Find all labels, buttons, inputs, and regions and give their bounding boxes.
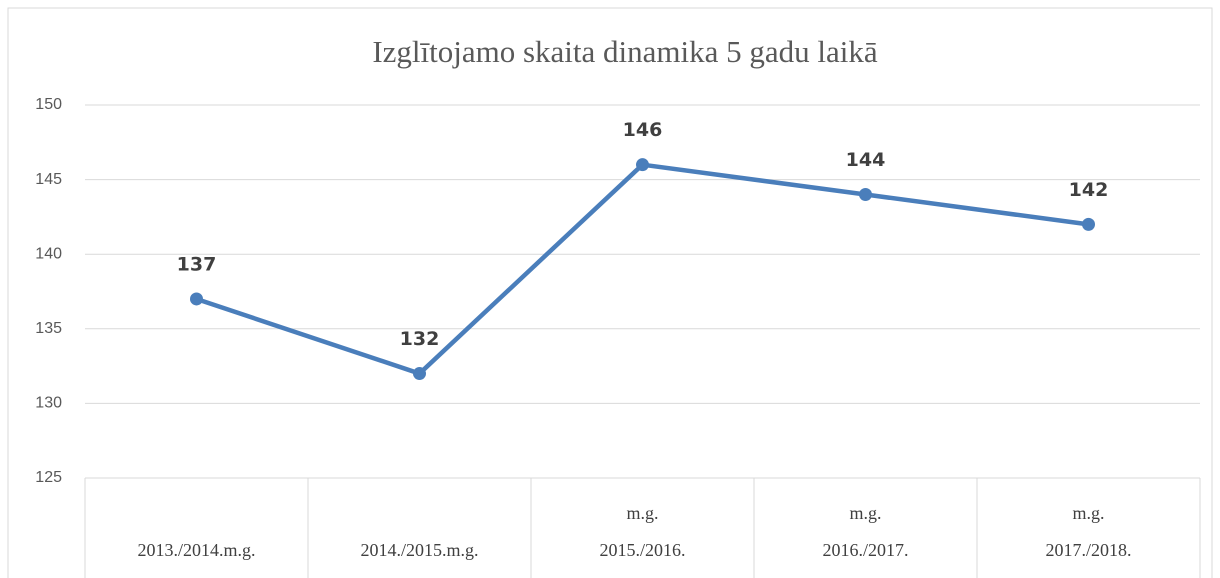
x-tick-label: 2014./2015.m.g. bbox=[360, 540, 478, 560]
x-tick-label: 2013./2014.m.g. bbox=[137, 540, 255, 560]
y-tick-label: 145 bbox=[35, 171, 62, 188]
data-point bbox=[636, 158, 649, 172]
data-point bbox=[1082, 217, 1095, 231]
x-tick-label: m.g. bbox=[1072, 503, 1104, 523]
data-label: 146 bbox=[623, 119, 663, 141]
x-tick-label: m.g. bbox=[626, 503, 658, 523]
x-tick-label: 2017./2018. bbox=[1045, 540, 1131, 560]
chart-frame bbox=[7, 7, 1213, 578]
x-tick-label: m.g. bbox=[849, 503, 881, 523]
data-label: 132 bbox=[400, 328, 440, 350]
data-point bbox=[190, 292, 203, 306]
x-tick-label: 2015./2016. bbox=[599, 540, 685, 560]
data-label: 137 bbox=[177, 253, 217, 275]
data-point bbox=[413, 367, 426, 381]
data-label: 144 bbox=[846, 149, 886, 171]
y-tick-label: 135 bbox=[35, 320, 62, 337]
y-tick-label: 140 bbox=[35, 245, 62, 262]
y-tick-label: 125 bbox=[35, 469, 62, 486]
x-tick-label: 2016./2017. bbox=[822, 540, 908, 560]
data-point bbox=[859, 188, 872, 202]
chart-title: Izglītojamo skaita dinamika 5 gadu laikā bbox=[372, 34, 878, 69]
data-label: 142 bbox=[1069, 179, 1109, 201]
y-tick-label: 130 bbox=[35, 395, 62, 412]
y-tick-label: 150 bbox=[35, 96, 62, 113]
